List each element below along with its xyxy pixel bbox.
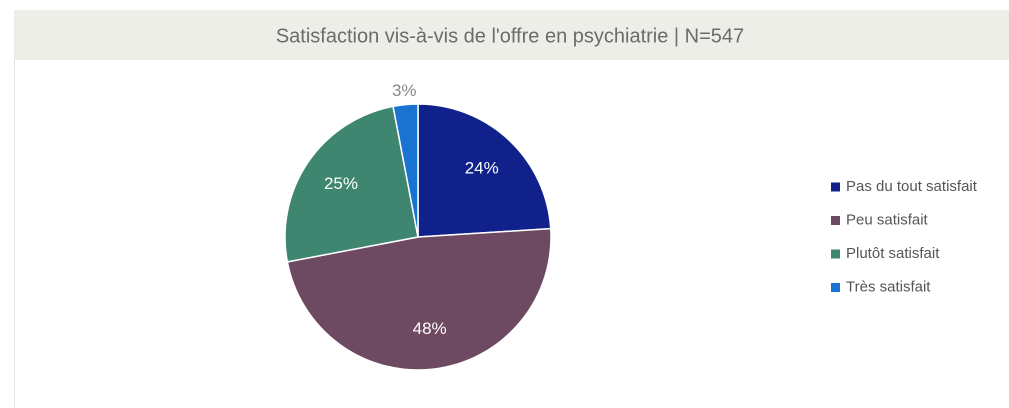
data-label: 24% [465, 159, 499, 178]
legend-swatch [831, 249, 840, 259]
data-label: 48% [413, 319, 447, 338]
legend-swatch [831, 216, 840, 225]
legend-label: Pas du tout satisfait [846, 178, 978, 195]
title-bar [14, 10, 1009, 60]
legend-label: Peu satisfait [846, 211, 929, 228]
pie-slice [392, 103, 419, 238]
pie-slice [417, 103, 552, 238]
legend-label: Plutôt satisfait [846, 245, 940, 262]
legend-swatch [831, 182, 840, 192]
data-label: 3% [392, 81, 417, 100]
legend-swatch [831, 283, 840, 292]
data-label: 25% [324, 174, 358, 193]
pie-slice [286, 227, 552, 371]
pie-slice [284, 105, 419, 263]
legend-label: Très satisfait [846, 278, 931, 295]
chart-title: Satisfaction vis-à-vis de l'offre en psy… [276, 25, 744, 47]
